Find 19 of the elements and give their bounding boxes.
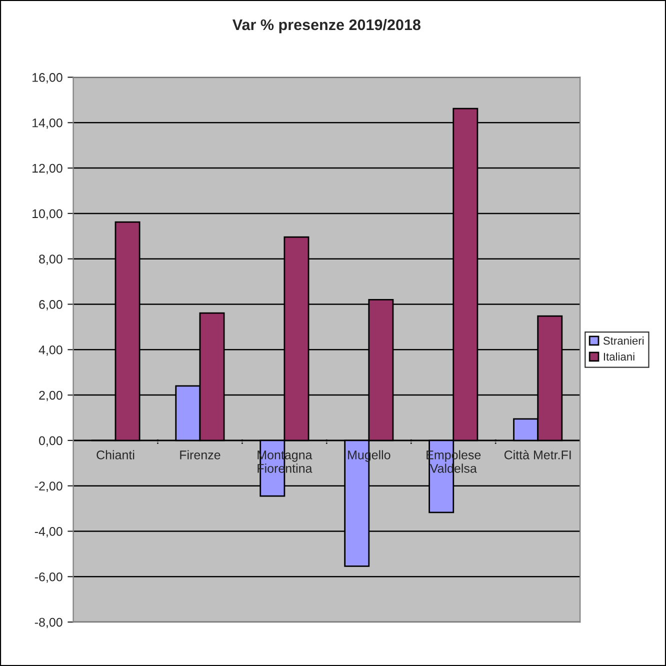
y-tick-label: 12,00: [32, 164, 62, 174]
y-tick-label: 16,00: [32, 73, 62, 84]
y-tick-label: 8,00: [39, 254, 62, 265]
y-tick-label: -4,00: [34, 527, 62, 538]
x-tick-label: Città Metr.FI: [504, 450, 571, 460]
y-tick-label: 10,00: [32, 209, 62, 220]
legend-label: Stranieri: [603, 336, 644, 345]
y-tick-label: 14,00: [32, 118, 62, 129]
y-tick-label: 2,00: [39, 390, 62, 402]
y-tick-label: -6,00: [34, 572, 62, 583]
legend-label: Italiani: [604, 352, 634, 361]
y-tick-label: 0,00: [39, 436, 62, 447]
x-tick-label: Chianti: [96, 450, 134, 460]
y-tick-label: -2,00: [34, 482, 62, 492]
chart-title: Var % presenze 2019/2018: [232, 18, 420, 34]
y-tick-label: 4,00: [38, 345, 62, 356]
y-tick-label: -8,00: [34, 618, 62, 628]
y-tick-label: 6,00: [39, 300, 62, 310]
x-tick-label: Firenze: [180, 450, 220, 460]
